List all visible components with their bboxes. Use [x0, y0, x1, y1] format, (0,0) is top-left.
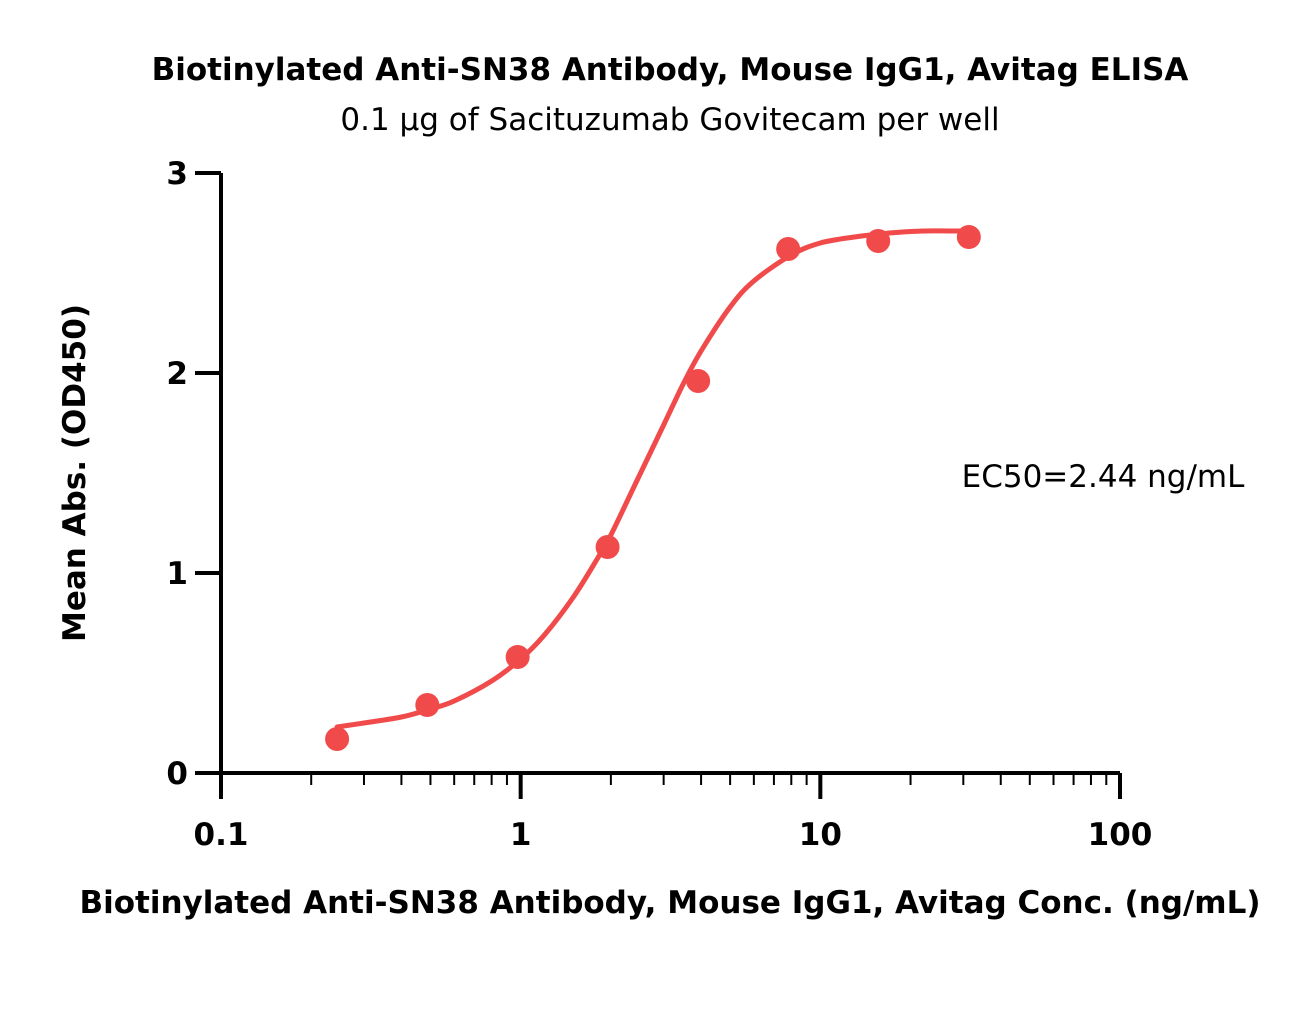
- y-tick-label: 0: [166, 756, 188, 792]
- tick-marks: [195, 171, 1122, 799]
- data-points-layer: [325, 225, 981, 751]
- data-point: [686, 369, 711, 393]
- chart-subtitle: 0.1 μg of Sacituzumab Govitecam per well: [340, 102, 999, 138]
- data-point: [415, 693, 440, 717]
- tick-labels: 0 1 2 3 0.1 1 10 100: [166, 156, 1152, 853]
- x-tick-label: 1: [510, 817, 532, 853]
- x-tick-label: 10: [799, 817, 842, 853]
- data-point: [505, 645, 530, 669]
- fit-curve-line: [334, 228, 972, 730]
- x-tick-label: 0.1: [194, 817, 249, 853]
- y-tick-label: 1: [166, 556, 188, 592]
- ec50-annotation: EC50=2.44 ng/mL: [962, 459, 1245, 495]
- data-point: [595, 535, 620, 559]
- data-point: [776, 237, 801, 261]
- x-axis-label: Biotinylated Anti-SN38 Antibody, Mouse I…: [79, 885, 1260, 921]
- axes: [219, 173, 1120, 775]
- data-point: [866, 229, 891, 253]
- x-tick-label: 100: [1088, 817, 1153, 853]
- chart-title: Biotinylated Anti-SN38 Antibody, Mouse I…: [152, 52, 1189, 88]
- data-point: [325, 727, 350, 751]
- y-tick-label: 3: [166, 156, 188, 192]
- data-point: [956, 225, 981, 249]
- fit-curve-layer: [334, 228, 972, 730]
- y-axis-label: Mean Abs. (OD450): [57, 304, 93, 642]
- y-tick-label: 2: [166, 356, 188, 392]
